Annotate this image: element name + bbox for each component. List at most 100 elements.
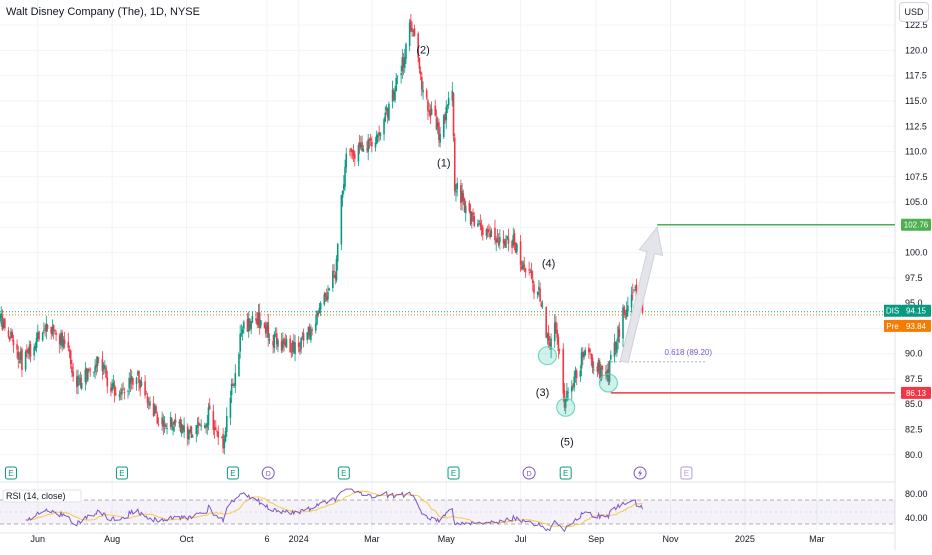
candle-body xyxy=(54,329,56,332)
candle-body xyxy=(461,190,463,202)
last-price-tag-value: 94.15 xyxy=(906,307,927,316)
candle-body xyxy=(85,367,88,379)
rsi-label: RSI (14, close) xyxy=(6,491,66,501)
candle-body xyxy=(172,426,174,431)
candles xyxy=(0,13,644,455)
candle-body xyxy=(429,109,432,118)
candle-body xyxy=(300,337,302,350)
candle-body xyxy=(111,384,113,391)
candle-body xyxy=(178,422,181,424)
candle-body xyxy=(306,332,309,340)
candle-body xyxy=(104,365,106,367)
candle-body xyxy=(112,382,115,387)
candle-body xyxy=(122,388,124,390)
candle-body xyxy=(294,342,296,355)
candle-body xyxy=(624,313,627,315)
candle-body xyxy=(627,305,629,312)
stop-price-tag-value: 86.13 xyxy=(906,389,927,398)
time-tick-label: Nov xyxy=(663,534,680,544)
candle-body xyxy=(631,292,634,294)
time-tick-label: Mar xyxy=(364,534,380,544)
candle-body xyxy=(613,342,616,358)
candle-body xyxy=(328,288,330,291)
candle-body xyxy=(19,350,22,361)
earnings-marker[interactable]: E xyxy=(559,466,572,480)
candle-body xyxy=(333,270,335,273)
candle-body xyxy=(10,331,12,338)
candle-body xyxy=(55,332,57,335)
candle-body xyxy=(256,318,259,326)
candle-body xyxy=(608,362,611,382)
candle-body xyxy=(497,241,500,245)
candle-body xyxy=(277,340,279,347)
earnings-marker[interactable]: E xyxy=(337,466,350,480)
currency-button[interactable]: USD xyxy=(899,2,929,22)
pre-price-tag-value-bg xyxy=(901,319,931,332)
candle-body xyxy=(421,76,423,90)
grid xyxy=(0,0,896,550)
candle-body xyxy=(208,405,211,410)
candle-body xyxy=(506,236,508,239)
candle-body xyxy=(29,344,32,357)
earnings-marker[interactable]: E xyxy=(226,466,239,480)
candle-body xyxy=(93,372,95,373)
candle-body xyxy=(538,287,540,290)
pre-price-tag-value: 93.84 xyxy=(906,322,927,331)
candle-body xyxy=(531,279,534,284)
earnings-marker[interactable]: E xyxy=(115,466,128,480)
candle-body xyxy=(36,332,39,339)
last-price-tag-value-bg xyxy=(901,304,931,317)
candle-body xyxy=(371,141,373,147)
candle-body xyxy=(207,407,210,425)
earnings-marker[interactable]: E xyxy=(680,466,693,480)
candle-body xyxy=(275,333,278,345)
candle-body xyxy=(513,233,516,246)
candle-body xyxy=(383,119,385,135)
candle-body xyxy=(241,329,244,333)
candle-body xyxy=(591,357,594,369)
pivot-circle xyxy=(556,397,576,417)
candle-body xyxy=(255,318,257,321)
candle-body xyxy=(378,132,380,134)
candle-body xyxy=(323,294,326,305)
price-tick-label: 80.0 xyxy=(905,450,923,460)
candle-body xyxy=(388,103,390,121)
split-marker[interactable] xyxy=(633,466,647,480)
rsi-tick-label: 40.00 xyxy=(905,513,928,523)
annotations: (2) (1) (4) (3) (5) xyxy=(416,44,664,449)
candle-body xyxy=(222,434,224,449)
candle-body xyxy=(258,312,261,328)
candle-body xyxy=(573,376,576,388)
candle-body xyxy=(574,370,577,378)
dividend-marker[interactable]: D xyxy=(261,466,275,480)
candle-body xyxy=(243,321,245,329)
candle-body xyxy=(319,302,322,310)
candle-body xyxy=(156,414,159,424)
candle-body xyxy=(368,139,371,141)
candle-body xyxy=(88,369,90,370)
candle-body xyxy=(135,377,138,384)
candle-body xyxy=(507,237,510,244)
candle-body xyxy=(311,329,313,331)
candle-body xyxy=(188,430,190,440)
candle-body xyxy=(44,328,46,330)
candle-body xyxy=(511,241,513,248)
candle-body xyxy=(314,323,317,331)
candle-body xyxy=(138,371,140,384)
candle-body xyxy=(171,419,173,428)
candle-body xyxy=(136,372,139,375)
time-tick-label: May xyxy=(438,534,456,544)
earnings-marker[interactable]: E xyxy=(447,466,460,480)
candle-body xyxy=(267,321,270,338)
candle-body xyxy=(273,333,276,348)
earnings-marker[interactable]: E xyxy=(4,466,17,480)
candle-body xyxy=(419,71,422,75)
time-tick-label: Oct xyxy=(180,534,195,544)
candle-body xyxy=(402,58,405,68)
candle-body xyxy=(0,314,1,322)
dividend-marker[interactable]: D xyxy=(522,466,536,480)
candle-body xyxy=(473,216,476,226)
